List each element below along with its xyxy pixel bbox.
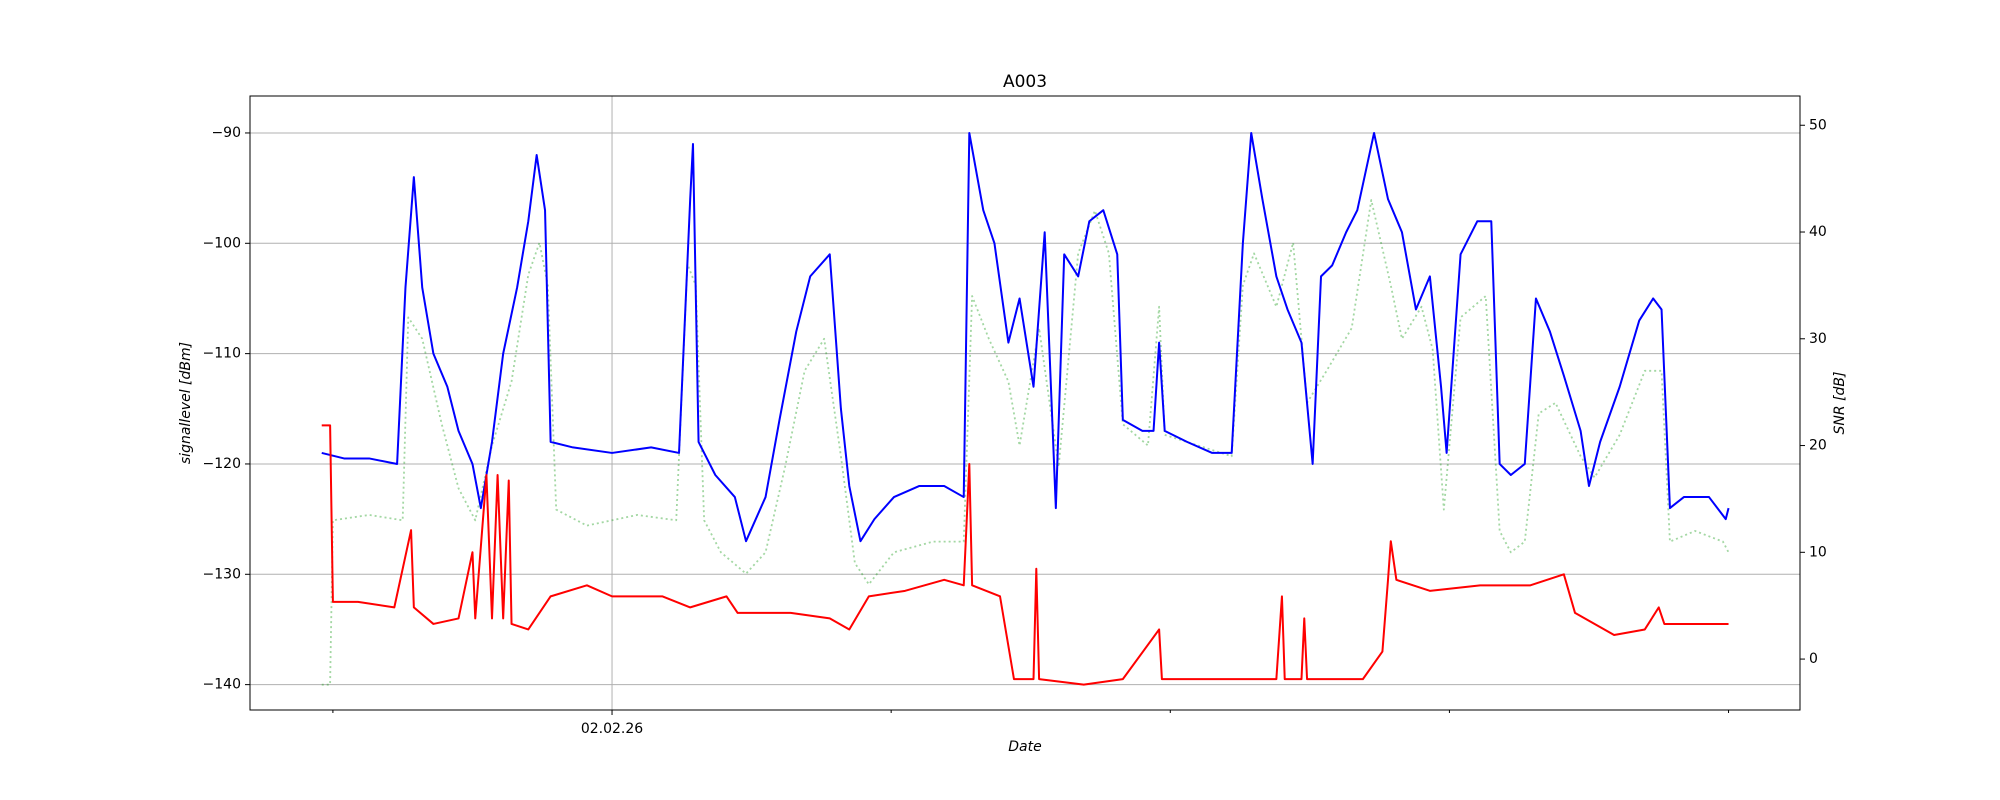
y-tick-label: −120 [203, 456, 241, 472]
y2-tick-label: 20 [1809, 438, 1827, 454]
series-line [321, 199, 1730, 686]
y2-tick-label: 50 [1809, 117, 1827, 133]
y2-tick-label: 0 [1809, 651, 1818, 667]
y2-tick-label: 30 [1809, 331, 1827, 347]
y-tick-label: −100 [203, 235, 241, 251]
series-line [321, 424, 1729, 686]
y-tick-label: −140 [203, 677, 241, 693]
x-axis-label: Date [1008, 739, 1041, 755]
series-line [321, 131, 1730, 543]
chart-title: A003 [1003, 72, 1047, 92]
y2-axis-label: SNR [dB] [1832, 372, 1848, 435]
y2-tick-label: 10 [1809, 544, 1827, 560]
y-tick-label: −130 [203, 566, 241, 582]
y-tick-label: −110 [203, 346, 241, 362]
x-tick-label: 02.02.26 [581, 721, 643, 737]
y2-tick-label: 40 [1809, 224, 1827, 240]
plot-frame [249, 95, 1801, 711]
y-axis-label: signallevel [dBm] [178, 342, 194, 464]
y-tick-label: −90 [211, 125, 241, 141]
